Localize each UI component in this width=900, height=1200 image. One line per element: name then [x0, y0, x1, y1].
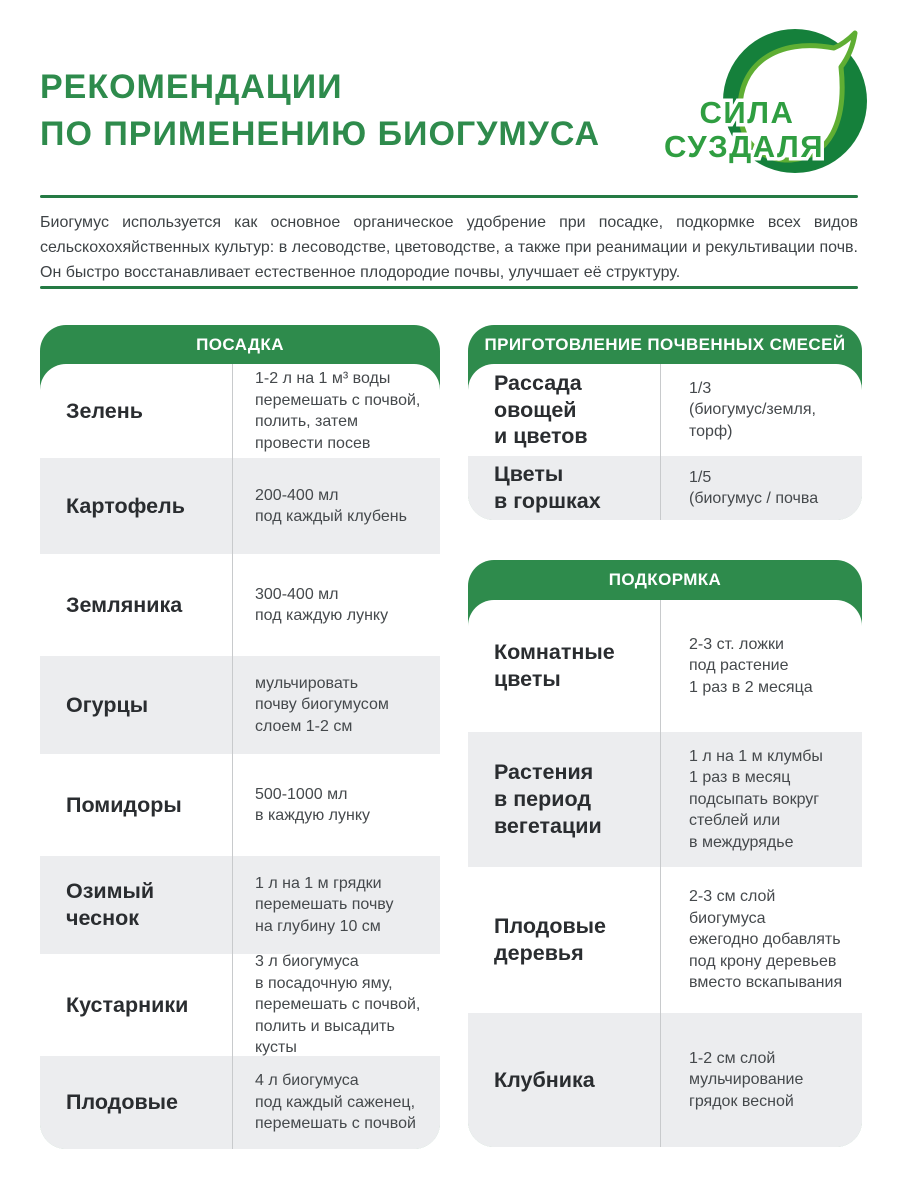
- row-label: Плодовые: [40, 1056, 233, 1149]
- table-row: Помидоры 500-1000 мл в каждую лунку: [40, 754, 440, 856]
- leaf-icon: [737, 30, 858, 163]
- table-row: Растения в период вегетации 1 л на 1 м к…: [468, 732, 862, 867]
- row-label: Картофель: [40, 458, 233, 554]
- table-row: Комнатные цветы 2-3 ст. ложки под растен…: [468, 600, 862, 732]
- row-label: Земляника: [40, 554, 233, 656]
- row-value: 2-3 см слой биогумуса ежегодно добавлять…: [689, 888, 843, 992]
- table-row: Картофель 200-400 мл под каждый клубень: [40, 458, 440, 554]
- table-row: Кустарники 3 л биогумуса в посадочную ям…: [40, 953, 440, 1057]
- table-posadka: ПОСАДКА Зелень 1-2 л на 1 м³ воды переме…: [40, 325, 440, 1149]
- brand-logo: СИЛА СУЗДАЛЯ: [660, 29, 867, 173]
- page-title: РЕКОМЕНДАЦИИ ПО ПРИМЕНЕНИЮ БИОГУМУСА: [40, 68, 601, 153]
- row-value: 3 л биогумуса в посадочную яму, перемеша…: [255, 953, 421, 1057]
- table-row: Цветы в горшках 1/5 (биогумус / почва: [468, 456, 862, 520]
- row-label: Кустарники: [40, 954, 233, 1056]
- divider-top: [40, 195, 858, 198]
- row-value: 4 л биогумуса под каждый саженец, переме…: [255, 1072, 416, 1133]
- table-smesi: ПРИГОТОВЛЕНИЕ ПОЧВЕННЫХ СМЕСЕЙ Рассада о…: [468, 325, 862, 520]
- logo-text-line2: СУЗДАЛЯ: [664, 129, 824, 164]
- row-value: 1-2 л на 1 м³ воды перемешать с почвой, …: [255, 370, 421, 452]
- row-value: 1/3 (биогумус/земля, торф): [689, 379, 816, 440]
- logo-text: СИЛА СУЗДАЛЯ: [664, 95, 824, 164]
- table-smesi-body: Рассада овощей и цветов 1/3 (биогумус/зе…: [468, 364, 862, 520]
- row-value: 200-400 мл под каждый клубень: [255, 486, 407, 526]
- table-podkormka-body: Комнатные цветы 2-3 ст. ложки под растен…: [468, 600, 862, 1147]
- row-value: мульчировать почву биогумусом слоем 1-2 …: [255, 674, 389, 735]
- table-posadka-body: Зелень 1-2 л на 1 м³ воды перемешать с п…: [40, 364, 440, 1149]
- table-row: Озимый чеснок 1 л на 1 м грядки перемеша…: [40, 856, 440, 954]
- table-row: Плодовые деревья 2-3 см слой биогумуса е…: [468, 867, 862, 1013]
- table-row: Зелень 1-2 л на 1 м³ воды перемешать с п…: [40, 364, 440, 458]
- row-label: Огурцы: [40, 656, 233, 754]
- row-label: Рассада овощей и цветов: [468, 364, 661, 456]
- table-row: Рассада овощей и цветов 1/3 (биогумус/зе…: [468, 364, 862, 456]
- row-label: Плодовые деревья: [468, 867, 661, 1013]
- row-label: Озимый чеснок: [40, 856, 233, 954]
- row-value: 2-3 ст. ложки под растение 1 раз в 2 мес…: [689, 635, 813, 696]
- table-row: Земляника 300-400 мл под каждую лунку: [40, 554, 440, 656]
- table-podkormka-header: ПОДКОРМКА: [608, 570, 722, 589]
- row-value: 1 л на 1 м грядки перемешать почву на гл…: [255, 874, 394, 935]
- row-value: 500-1000 мл в каждую лунку: [255, 785, 371, 825]
- row-label: Помидоры: [40, 754, 233, 856]
- divider-bottom: [40, 286, 858, 289]
- row-value: 1-2 см слой мульчирование грядок весной: [689, 1049, 804, 1110]
- row-label: Комнатные цветы: [468, 600, 661, 732]
- row-value: 1 л на 1 м клумбы 1 раз в месяц подсыпат…: [689, 747, 823, 851]
- logo-text-line1: СИЛА: [700, 95, 795, 130]
- row-label: Растения в период вегетации: [468, 732, 661, 867]
- table-row: Клубника 1-2 см слой мульчирование грядо…: [468, 1013, 862, 1147]
- row-label: Цветы в горшках: [468, 456, 661, 520]
- table-posadka-header: ПОСАДКА: [196, 334, 284, 354]
- table-row: Плодовые 4 л биогумуса под каждый сажене…: [40, 1056, 440, 1149]
- row-value: 1/5 (биогумус / почва: [689, 468, 819, 508]
- row-label: Зелень: [40, 364, 233, 458]
- table-podkormka: ПОДКОРМКА Комнатные цветы 2-3 ст. ложки …: [468, 560, 862, 1147]
- table-smesi-header: ПРИГОТОВЛЕНИЕ ПОЧВЕННЫХ СМЕСЕЙ: [484, 334, 846, 354]
- row-label: Клубника: [468, 1013, 661, 1147]
- table-row: Огурцы мульчировать почву биогумусом сло…: [40, 656, 440, 754]
- row-value: 300-400 мл под каждую лунку: [255, 585, 389, 625]
- intro-paragraph: Биогумус используется как основное орган…: [40, 214, 858, 281]
